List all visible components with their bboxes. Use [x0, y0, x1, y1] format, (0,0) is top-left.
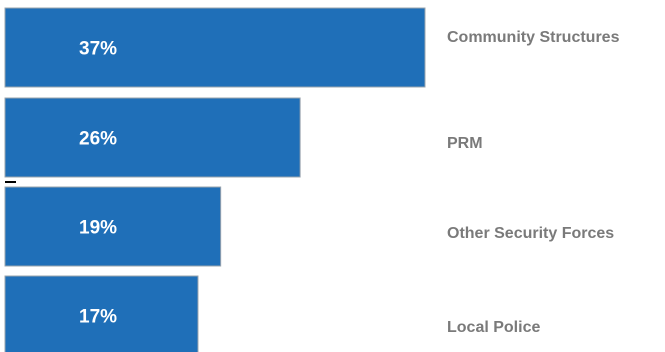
- bars-group: [4, 7, 426, 352]
- category-label-other-security-forces: Other Security Forces: [447, 225, 614, 242]
- category-label-prm: PRM: [447, 135, 483, 152]
- category-labels-group: Community Structures PRM Other Security Fo…: [447, 29, 620, 336]
- value-label-prm: 26%: [79, 129, 117, 150]
- value-labels-group: 37% 26% 19% 17%: [79, 39, 117, 328]
- bar-other-security-forces: [4, 186, 222, 267]
- axis-tick-mark: [5, 181, 16, 183]
- category-label-local-police: Local Police: [447, 319, 540, 336]
- value-label-other-security-forces: 19%: [79, 218, 117, 239]
- bar-local-police: [4, 275, 199, 352]
- value-label-local-police: 17%: [79, 307, 117, 328]
- value-label-community-structures: 37%: [79, 39, 117, 60]
- bar-community-structures: [4, 7, 426, 88]
- bar-prm: [4, 97, 301, 178]
- category-label-community-structures: Community Structures: [447, 29, 620, 46]
